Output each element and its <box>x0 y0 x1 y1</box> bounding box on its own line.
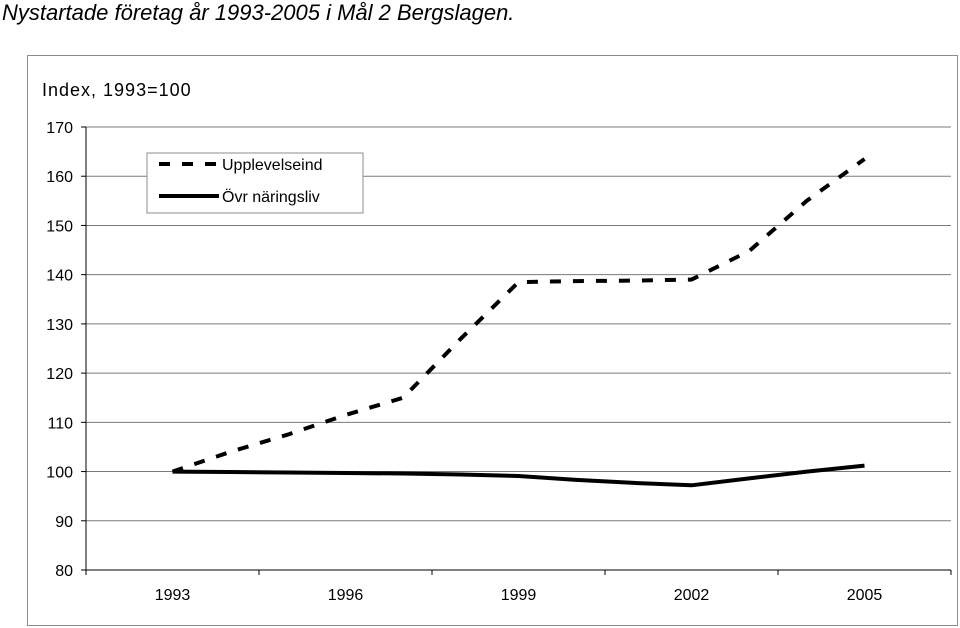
y-tick-label-140: 140 <box>46 268 73 285</box>
chart-title: Nystartade företag år 1993-2005 i Mål 2 … <box>2 0 515 25</box>
y-axis-label: Index, 1993=100 <box>42 80 192 100</box>
x-tick-label-2002: 2002 <box>674 587 710 604</box>
legend-label-1: Upplevelseind <box>222 157 323 174</box>
y-tick-labels: 80 90 100 110 120 130 140 150 160 170 <box>46 120 73 580</box>
x-tick-label-1996: 1996 <box>328 587 364 604</box>
y-tick-label-170: 170 <box>46 120 73 137</box>
y-tick-label-100: 100 <box>46 465 73 482</box>
axes <box>81 126 952 575</box>
x-tick-label-1993: 1993 <box>155 587 191 604</box>
y-tick-label-160: 160 <box>46 169 73 186</box>
x-tick-label-1999: 1999 <box>501 587 537 604</box>
series-line-2 <box>172 463 865 488</box>
series-lines <box>171 157 866 488</box>
y-tick-label-80: 80 <box>55 563 73 580</box>
y-tick-label-110: 110 <box>47 415 73 432</box>
y-tick-label-120: 120 <box>46 366 73 383</box>
series-line-1 <box>171 157 866 474</box>
chart-frame <box>27 55 958 626</box>
legend: Upplevelseind Övr näringsliv <box>146 152 364 214</box>
legend-label-2: Övr näringsliv <box>222 188 320 206</box>
x-tick-label-2005: 2005 <box>847 587 883 604</box>
x-tick-labels: 1993 1996 1999 2002 2005 <box>155 587 883 604</box>
y-tick-label-90: 90 <box>55 514 73 531</box>
y-tick-label-130: 130 <box>46 317 73 334</box>
y-tick-label-150: 150 <box>46 218 73 235</box>
